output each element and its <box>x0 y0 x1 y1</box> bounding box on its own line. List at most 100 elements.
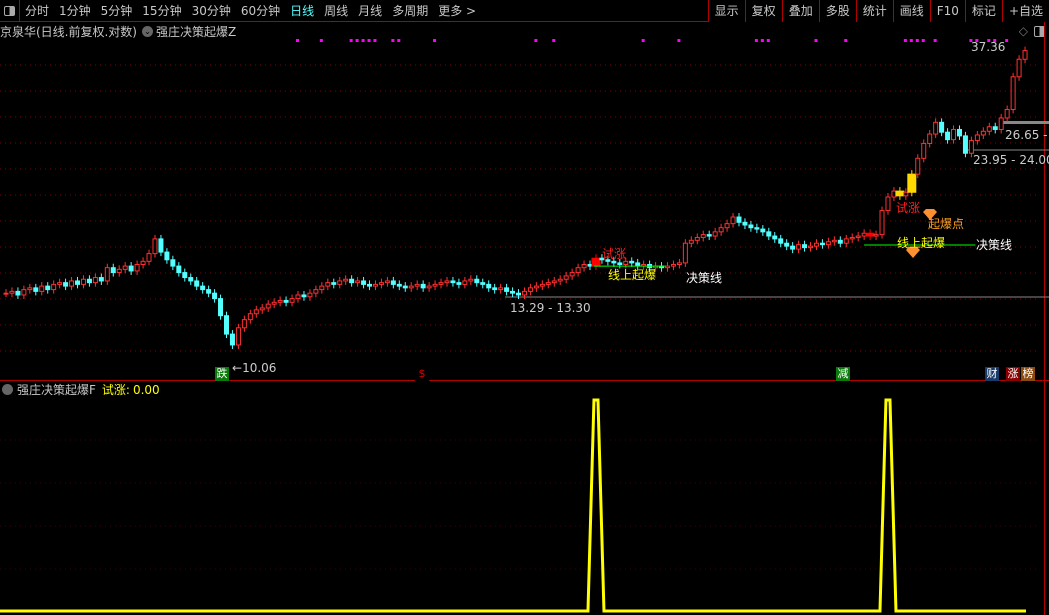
indicator-name[interactable]: 强庄决策起爆Z <box>156 25 237 39</box>
candle <box>992 126 998 130</box>
toolbar-button[interactable]: 叠加 <box>781 0 819 22</box>
indicator-pane-name[interactable]: 强庄决策起爆F <box>17 383 96 397</box>
diamond-gem-icon <box>906 247 920 258</box>
marker-dot <box>915 39 919 42</box>
period-tab[interactable]: 5分钟 <box>100 4 133 18</box>
marker-dot <box>844 39 848 42</box>
period-tab[interactable]: 60分钟 <box>240 4 281 18</box>
candle <box>253 309 259 315</box>
candle <box>837 239 843 244</box>
candle <box>414 283 420 287</box>
indicator-value: 0.00 <box>132 382 160 397</box>
chevron-down-icon[interactable] <box>2 384 13 395</box>
toolbar-button[interactable]: 多股 <box>818 0 856 22</box>
candle <box>355 280 361 284</box>
candle <box>301 294 307 298</box>
tag-fall[interactable]: 跌 <box>215 367 229 381</box>
marker-dot <box>677 39 681 42</box>
candle <box>760 228 766 233</box>
candle <box>569 272 575 277</box>
candle <box>390 280 396 285</box>
candle <box>283 299 289 303</box>
marker-dot <box>552 39 556 42</box>
marker-dot <box>903 39 907 42</box>
candle <box>790 245 796 250</box>
period-tab[interactable]: 多周期 <box>392 4 429 18</box>
candle <box>545 282 551 285</box>
toolbar-button[interactable]: F10 <box>929 0 965 22</box>
candle <box>527 287 533 292</box>
toolbar-button[interactable]: 复权 <box>744 0 782 22</box>
tag-dollar[interactable]: $ <box>415 367 429 381</box>
candle <box>450 280 456 284</box>
marker-dot <box>969 39 973 42</box>
toolbar-button[interactable]: 统计 <box>855 0 893 22</box>
layout-toggle-icon[interactable] <box>0 0 20 22</box>
candle <box>247 313 253 321</box>
period-tab[interactable]: 日线 <box>290 4 315 18</box>
candle <box>819 242 825 246</box>
marker-dot <box>766 39 770 42</box>
toolbar-button[interactable]: 标记 <box>964 0 1002 22</box>
period-tab[interactable]: 周线 <box>324 4 349 18</box>
period-tab[interactable]: 15分钟 <box>142 4 182 18</box>
marker-dot <box>319 39 323 42</box>
candle <box>712 231 718 237</box>
candle <box>766 231 772 237</box>
toolbar-button[interactable]: +自选 <box>1001 0 1049 22</box>
toolbar-button[interactable]: 显示 <box>707 0 745 22</box>
marker-dot <box>975 39 979 42</box>
candle <box>796 244 802 250</box>
candle <box>498 287 504 291</box>
tag-limit-up[interactable]: 涨 <box>1006 367 1020 381</box>
candle <box>825 241 831 246</box>
marker-dot <box>349 39 353 42</box>
diamond-icon[interactable]: ◇ <box>1018 24 1028 38</box>
diamond-gem-icon <box>923 209 937 220</box>
candle <box>587 263 593 267</box>
marker-dot <box>909 39 913 42</box>
candle <box>933 121 939 135</box>
high-price-label: 37.36 <box>971 40 1006 54</box>
candle <box>605 259 611 262</box>
period-tab[interactable]: 更多 > <box>438 4 477 18</box>
candle <box>3 292 9 295</box>
candle <box>271 301 277 305</box>
period-tab[interactable]: 1分钟 <box>59 4 91 18</box>
candle <box>51 283 57 291</box>
arrow-left-icon: ← <box>232 361 243 375</box>
candle <box>843 238 849 244</box>
candle <box>998 117 1004 130</box>
chevron-down-icon[interactable]: ⌄ <box>142 26 153 37</box>
candle <box>474 278 480 284</box>
candle <box>277 299 283 303</box>
candle <box>426 285 432 289</box>
period-tab[interactable]: 30分钟 <box>191 4 231 18</box>
candle <box>611 260 617 264</box>
candle <box>629 260 635 264</box>
period-tab[interactable]: 月线 <box>358 4 383 18</box>
candle <box>86 278 92 284</box>
candle <box>563 275 569 280</box>
candle <box>63 282 69 287</box>
marker-dot <box>754 39 758 42</box>
marker-dot <box>361 39 365 42</box>
low-price-annotation: ←10.06 <box>232 361 276 375</box>
candle <box>140 260 146 265</box>
candle <box>396 283 402 287</box>
candle <box>927 133 933 144</box>
tag-rank[interactable]: 榜 <box>1021 367 1035 381</box>
candle <box>772 235 778 240</box>
tag-reduce[interactable]: 减 <box>836 367 850 381</box>
marker-dot <box>373 39 377 42</box>
candle <box>152 238 158 255</box>
toolbar-button[interactable]: 画线 <box>892 0 930 22</box>
candle <box>80 278 86 285</box>
candle <box>57 282 63 285</box>
marker-dot <box>814 39 818 42</box>
candle <box>986 126 992 132</box>
period-tab[interactable]: 分时 <box>25 4 50 18</box>
candle <box>361 280 367 285</box>
tag-finance[interactable]: 财 <box>985 367 999 381</box>
